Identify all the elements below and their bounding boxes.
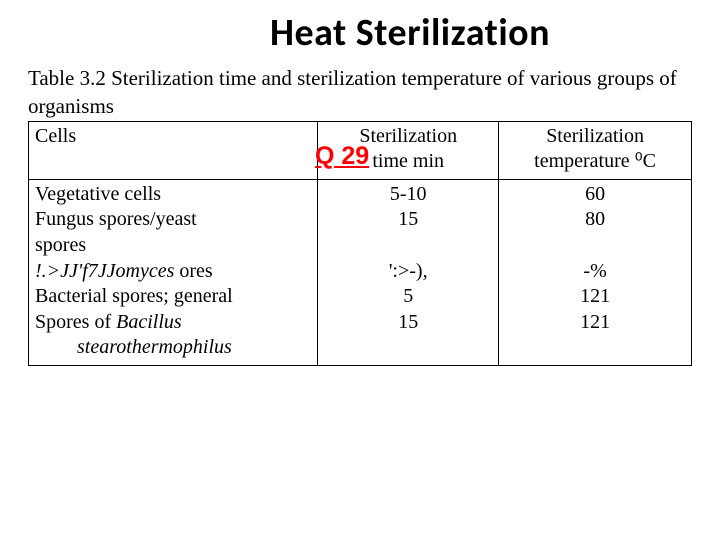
header-time-line2: time min xyxy=(372,150,444,172)
body-cells: Vegetative cells Fungus spores/yeast spo… xyxy=(29,179,318,365)
time-fungus: 15 xyxy=(398,208,418,230)
temp-fungus: 80 xyxy=(585,208,605,230)
row-fungus-b: spores xyxy=(35,234,86,256)
row-garbled-a: !.>JJ'f7JJomyces xyxy=(35,260,174,282)
row-garbled-b: ores xyxy=(174,260,212,282)
body-times: 5-10 15 ':>-), 5 15 xyxy=(318,179,499,365)
temp-vegetative: 60 xyxy=(585,183,605,205)
row-bacterial: Bacterial spores; general xyxy=(35,285,233,307)
time-bacillus: 15 xyxy=(398,311,418,333)
row-bacillus-b: Bacillus xyxy=(116,311,182,333)
row-stearo: stearothermophilus xyxy=(35,335,232,361)
row-bacillus-a: Spores of xyxy=(35,311,116,333)
header-time-line1: Sterilization xyxy=(359,125,457,147)
header-temp-line2: temperature ⁰C xyxy=(534,150,656,172)
temp-garbled: -% xyxy=(583,260,606,282)
table-body-row: Vegetative cells Fungus spores/yeast spo… xyxy=(29,179,692,365)
time-vegetative: 5-10 xyxy=(390,183,427,205)
page-title: Heat Sterilization xyxy=(100,10,720,56)
body-temps: 60 80 -% 121 121 xyxy=(499,179,692,365)
header-temp-line1: Sterilization xyxy=(546,125,644,147)
time-bacterial: 5 xyxy=(403,285,413,307)
row-fungus-a: Fungus spores/yeast xyxy=(35,208,197,230)
header-cells-text: Cells xyxy=(35,125,76,147)
row-vegetative: Vegetative cells xyxy=(35,183,161,205)
time-garbled: ':>-), xyxy=(389,260,428,282)
header-temp: Sterilization temperature ⁰C xyxy=(499,121,692,179)
table-caption: Table 3.2 Sterilization time and sterili… xyxy=(28,64,692,121)
header-cells: Cells xyxy=(29,121,318,179)
question-label: Q 29 xyxy=(315,142,369,171)
temp-bacillus: 121 xyxy=(580,311,610,333)
temp-bacterial: 121 xyxy=(580,285,610,307)
